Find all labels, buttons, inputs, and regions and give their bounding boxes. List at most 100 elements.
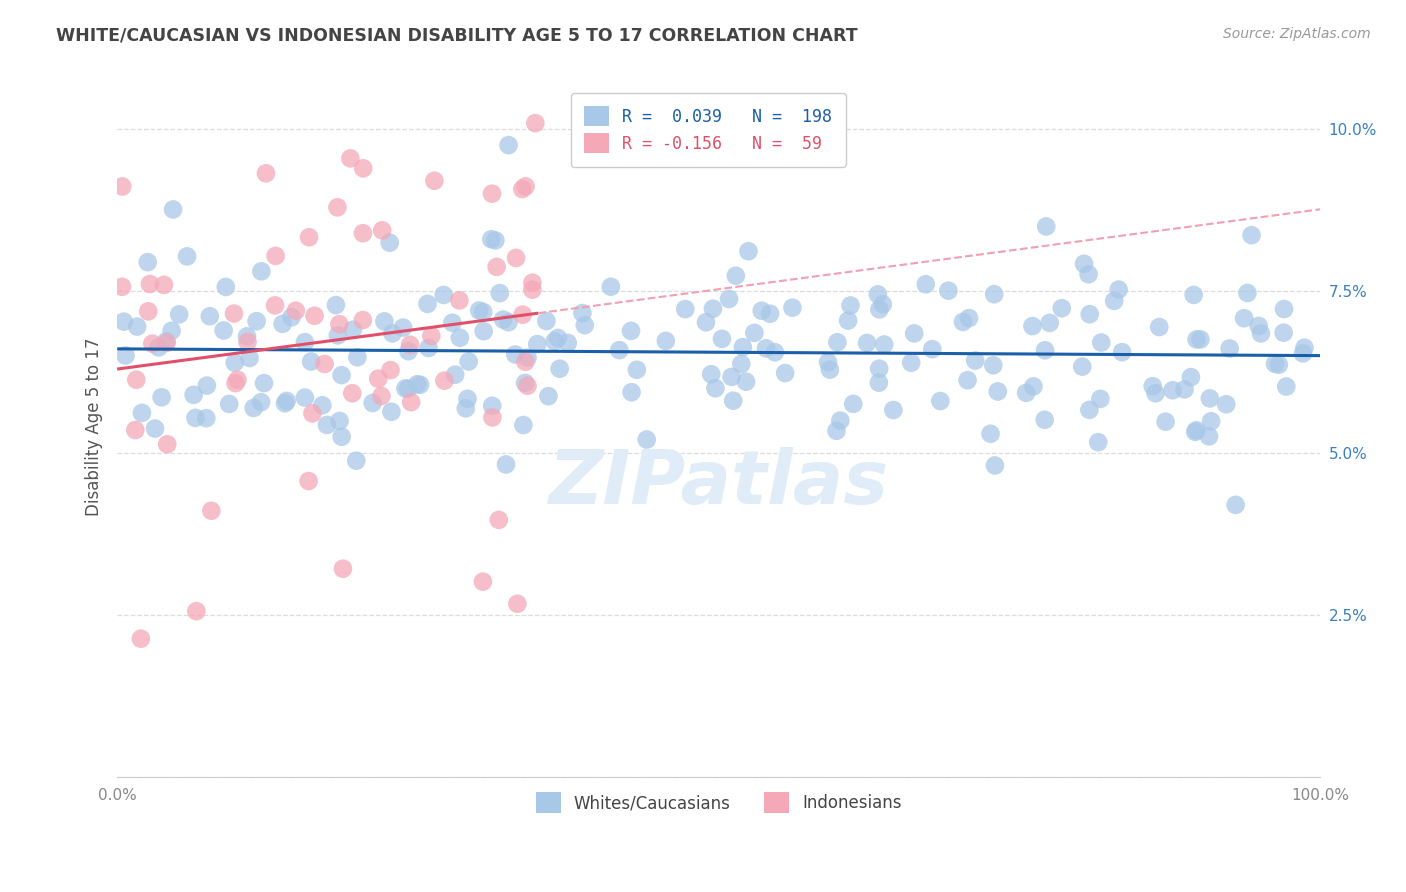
Point (1240, 228, 1263, 243)
Point (254, 166, 277, 180)
Point (250, 395, 273, 409)
Point (1090, 392, 1112, 406)
Point (512, 308, 534, 322)
Point (111, 280, 134, 294)
Point (506, 597, 529, 611)
Point (301, 406, 323, 420)
Point (498, 315, 520, 329)
Point (695, 315, 717, 329)
Point (1078, 307, 1101, 321)
Point (218, 397, 240, 411)
Point (921, 342, 943, 356)
Point (702, 301, 724, 316)
Point (914, 277, 936, 292)
Point (381, 326, 404, 341)
Point (1102, 293, 1125, 308)
Point (1087, 435, 1109, 450)
Point (524, 116, 547, 130)
Point (522, 283, 544, 297)
Point (763, 345, 786, 359)
Point (1078, 402, 1101, 417)
Point (129, 632, 152, 646)
Point (153, 277, 176, 292)
Point (1215, 397, 1237, 411)
Point (472, 324, 495, 338)
Point (314, 357, 336, 371)
Point (825, 424, 848, 438)
Point (236, 334, 259, 349)
Point (481, 410, 503, 425)
Point (409, 377, 432, 392)
Point (1154, 415, 1177, 429)
Point (433, 374, 456, 388)
Point (882, 403, 904, 417)
Point (956, 373, 979, 387)
Point (297, 474, 319, 488)
Point (148, 340, 170, 354)
Point (868, 376, 890, 390)
Point (449, 331, 471, 345)
Point (160, 324, 183, 338)
Point (515, 355, 537, 369)
Point (380, 405, 402, 419)
Point (984, 458, 1007, 473)
Point (965, 353, 987, 368)
Point (449, 293, 471, 308)
Point (537, 389, 560, 403)
Point (1021, 319, 1043, 334)
Point (271, 317, 294, 331)
Point (492, 312, 515, 326)
Point (136, 304, 159, 318)
Point (599, 279, 621, 293)
Point (399, 395, 422, 409)
Point (200, 504, 222, 518)
Point (212, 323, 235, 337)
Point (245, 314, 267, 328)
Point (873, 337, 896, 351)
Point (724, 268, 747, 283)
Point (344, 453, 367, 467)
Point (176, 249, 198, 263)
Point (198, 310, 221, 324)
Point (987, 384, 1010, 399)
Point (723, 393, 745, 408)
Point (484, 234, 506, 248)
Point (361, 396, 384, 410)
Point (264, 249, 287, 263)
Point (352, 313, 374, 327)
Point (1039, 316, 1062, 330)
Point (215, 280, 238, 294)
Point (900, 356, 922, 370)
Point (571, 306, 593, 320)
Point (503, 347, 526, 361)
Point (1250, 326, 1272, 341)
Point (839, 298, 862, 312)
Point (195, 411, 218, 425)
Point (1111, 345, 1133, 359)
Point (495, 458, 517, 472)
Point (515, 179, 537, 194)
Point (396, 382, 419, 396)
Point (655, 334, 678, 348)
Point (367, 372, 389, 386)
Point (311, 398, 333, 412)
Point (856, 335, 879, 350)
Point (370, 389, 392, 403)
Point (1184, 425, 1206, 439)
Text: Source: ZipAtlas.com: Source: ZipAtlas.com (1223, 27, 1371, 41)
Point (352, 226, 374, 240)
Point (626, 363, 648, 377)
Point (371, 223, 394, 237)
Point (751, 303, 773, 318)
Point (284, 303, 307, 318)
Point (827, 335, 849, 350)
Point (485, 260, 508, 274)
Point (1275, 379, 1298, 393)
Point (156, 437, 179, 451)
Point (488, 286, 510, 301)
Point (380, 363, 402, 377)
Point (938, 284, 960, 298)
Point (143, 421, 166, 435)
Point (1077, 267, 1099, 281)
Point (710, 332, 733, 346)
